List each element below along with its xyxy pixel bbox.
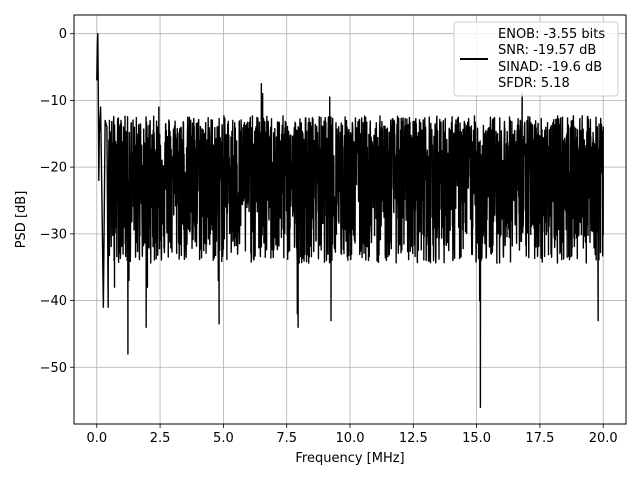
psd-series-line: [96, 32, 604, 409]
x-tick-label: 5.0: [213, 431, 234, 446]
legend-line-sfdr: SFDR: 5.18: [498, 76, 570, 91]
plot-area: [96, 32, 604, 409]
y-tick-label: −50: [40, 361, 67, 376]
y-tick-label: 0: [59, 27, 67, 42]
legend-line-enob: ENOB: -3.55 bits: [498, 27, 605, 42]
y-tick-label: −10: [40, 94, 67, 109]
y-tick-label: −40: [40, 294, 67, 309]
legend-line-snr: SNR: -19.57 dB: [498, 43, 596, 58]
x-tick-label: 0.0: [86, 431, 107, 446]
series-layer: [96, 32, 604, 409]
y-axis-label: PSD [dB]: [14, 191, 29, 249]
x-tick-label: 20.0: [589, 431, 618, 446]
x-tick-label: 17.5: [525, 431, 554, 446]
y-axis-ticks: 0 −10 −20 −30 −40 −50: [40, 27, 74, 376]
x-tick-label: 2.5: [150, 431, 171, 446]
x-tick-label: 7.5: [276, 431, 297, 446]
x-axis-ticks: 0.0 2.5 5.0 7.5 10.0 12.5 15.0 17.5 20.0: [86, 424, 618, 446]
x-tick-label: 15.0: [462, 431, 491, 446]
legend-box: [453, 21, 619, 97]
y-tick-label: −30: [40, 227, 67, 242]
x-tick-label: 10.0: [336, 431, 365, 446]
x-axis-label: Frequency [MHz]: [295, 451, 404, 466]
legend: ENOB: -3.55 bits SNR: -19.57 dB SINAD: -…: [453, 21, 619, 97]
y-tick-label: −20: [40, 161, 67, 176]
x-tick-label: 12.5: [399, 431, 428, 446]
legend-line-sinad: SINAD: -19.6 dB: [498, 60, 602, 75]
